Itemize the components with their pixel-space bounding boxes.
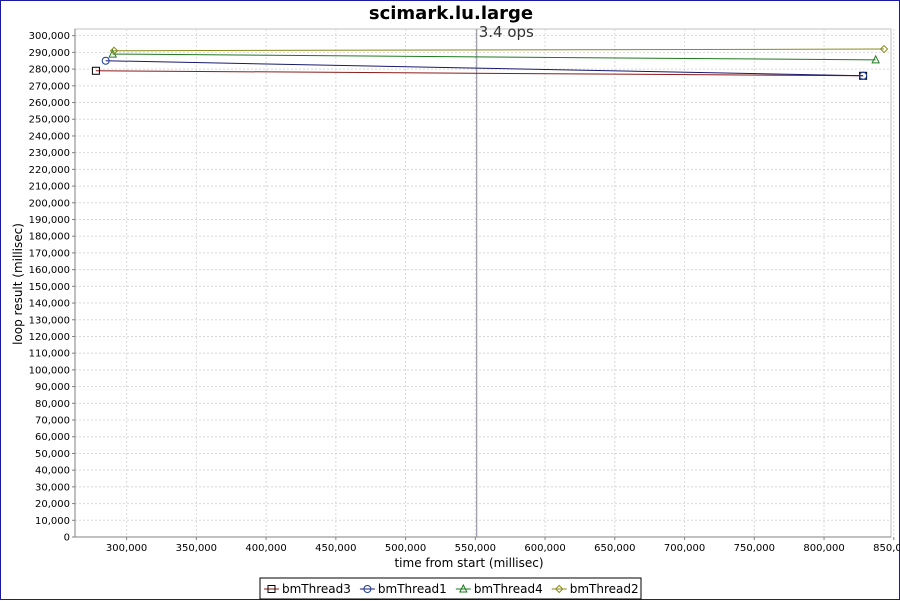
y-tick-label: 10,000 xyxy=(35,516,70,527)
legend-label: bmThread1 xyxy=(378,582,447,596)
legend-box xyxy=(259,577,642,600)
plot-area xyxy=(74,28,892,538)
legend-marker xyxy=(459,583,468,593)
x-tick-label: 850,000 xyxy=(873,543,900,554)
legend-marker xyxy=(363,585,372,593)
y-tick-label: 210,000 xyxy=(29,182,70,193)
legend-item-bmThread3: bmThread3 xyxy=(264,582,351,596)
y-tick-label: 300,000 xyxy=(29,31,70,42)
y-tick-label: 120,000 xyxy=(29,332,70,343)
x-tick-label: 500,000 xyxy=(385,543,426,554)
x-tick-label: 450,000 xyxy=(315,543,356,554)
y-tick-label: 110,000 xyxy=(29,349,70,360)
legend: bmThread3 bmThread1 bmThread4 bmThread2 xyxy=(259,577,642,600)
plot-background xyxy=(74,28,892,538)
x-tick-label: 300,000 xyxy=(106,543,147,554)
y-tick-label: 100,000 xyxy=(29,365,70,376)
data-point xyxy=(879,44,889,54)
legend-marker xyxy=(267,585,276,593)
series-bmThread2 xyxy=(109,44,889,55)
y-tick-label: 270,000 xyxy=(29,81,70,92)
data-point xyxy=(871,54,880,64)
y-tick-label: 50,000 xyxy=(35,449,70,460)
y-tick-label: 170,000 xyxy=(29,248,70,259)
y-tick-label: 230,000 xyxy=(29,148,70,159)
legend-item-bmThread2: bmThread2 xyxy=(551,582,639,596)
y-tick-label: 260,000 xyxy=(29,98,70,109)
x-tick-label: 650,000 xyxy=(594,543,635,554)
y-axis: 0 10,000 20,000 30,000 40,000 50,000 60,000 70,… xyxy=(29,29,76,544)
marker-line-group: 3.4 ops xyxy=(476,23,534,537)
x-tick-label: 400,000 xyxy=(245,543,286,554)
legend-label: bmThread3 xyxy=(282,582,351,596)
x-tick-label: 700,000 xyxy=(664,543,705,554)
y-tick-label: 180,000 xyxy=(29,232,70,243)
y-tick-label: 130,000 xyxy=(29,315,70,326)
y-tick-label: 290,000 xyxy=(29,48,70,59)
y-tick-label: 250,000 xyxy=(29,115,70,126)
data-point xyxy=(91,66,100,75)
series-line xyxy=(105,60,864,77)
y-tick-label: 280,000 xyxy=(29,65,70,76)
y-tick-label: 160,000 xyxy=(29,265,70,276)
legend-item-bmThread1: bmThread1 xyxy=(359,582,447,596)
x-tick-label: 750,000 xyxy=(734,543,775,554)
x-axis: 300,000 350,000 400,000 450,000 500,000 550,0… xyxy=(75,536,900,554)
data-point xyxy=(109,46,119,55)
data-point xyxy=(101,56,110,65)
series-line xyxy=(95,70,864,77)
x-tick-label: 800,000 xyxy=(803,543,844,554)
y-axis-label: loop result (millisec) xyxy=(11,223,25,345)
legend-marker xyxy=(555,584,564,594)
data-point xyxy=(859,71,868,80)
legend-item-bmThread4: bmThread4 xyxy=(455,582,543,596)
y-tick-label: 140,000 xyxy=(29,299,70,310)
legend-label: bmThread4 xyxy=(474,582,543,596)
legend-label: bmThread2 xyxy=(570,582,639,596)
y-tick-label: 240,000 xyxy=(29,131,70,142)
y-tick-label: 0 xyxy=(64,533,70,544)
series-bmThread1 xyxy=(101,56,868,80)
marker-line-label: 3.4 ops xyxy=(479,23,534,41)
y-tick-label: 190,000 xyxy=(29,215,70,226)
chart-title: scimark.lu.large xyxy=(369,3,533,24)
series-line xyxy=(112,53,876,61)
series-group xyxy=(91,44,889,80)
y-tick-label: 30,000 xyxy=(35,482,70,493)
y-tick-label: 20,000 xyxy=(35,499,70,510)
x-tick-label: 550,000 xyxy=(455,543,496,554)
x-tick-label: 600,000 xyxy=(524,543,565,554)
y-tick-label: 70,000 xyxy=(35,416,70,427)
y-tick-label: 150,000 xyxy=(29,282,70,293)
y-tick-label: 220,000 xyxy=(29,165,70,176)
y-tick-label: 80,000 xyxy=(35,399,70,410)
series-line xyxy=(114,48,885,52)
grid-lines xyxy=(75,29,895,537)
x-tick-label: 350,000 xyxy=(176,543,217,554)
y-tick-label: 200,000 xyxy=(29,198,70,209)
y-tick-label: 40,000 xyxy=(35,466,70,477)
y-tick-label: 60,000 xyxy=(35,432,70,443)
y-tick-label: 90,000 xyxy=(35,382,70,393)
x-axis-label: time from start (millisec) xyxy=(394,556,543,570)
